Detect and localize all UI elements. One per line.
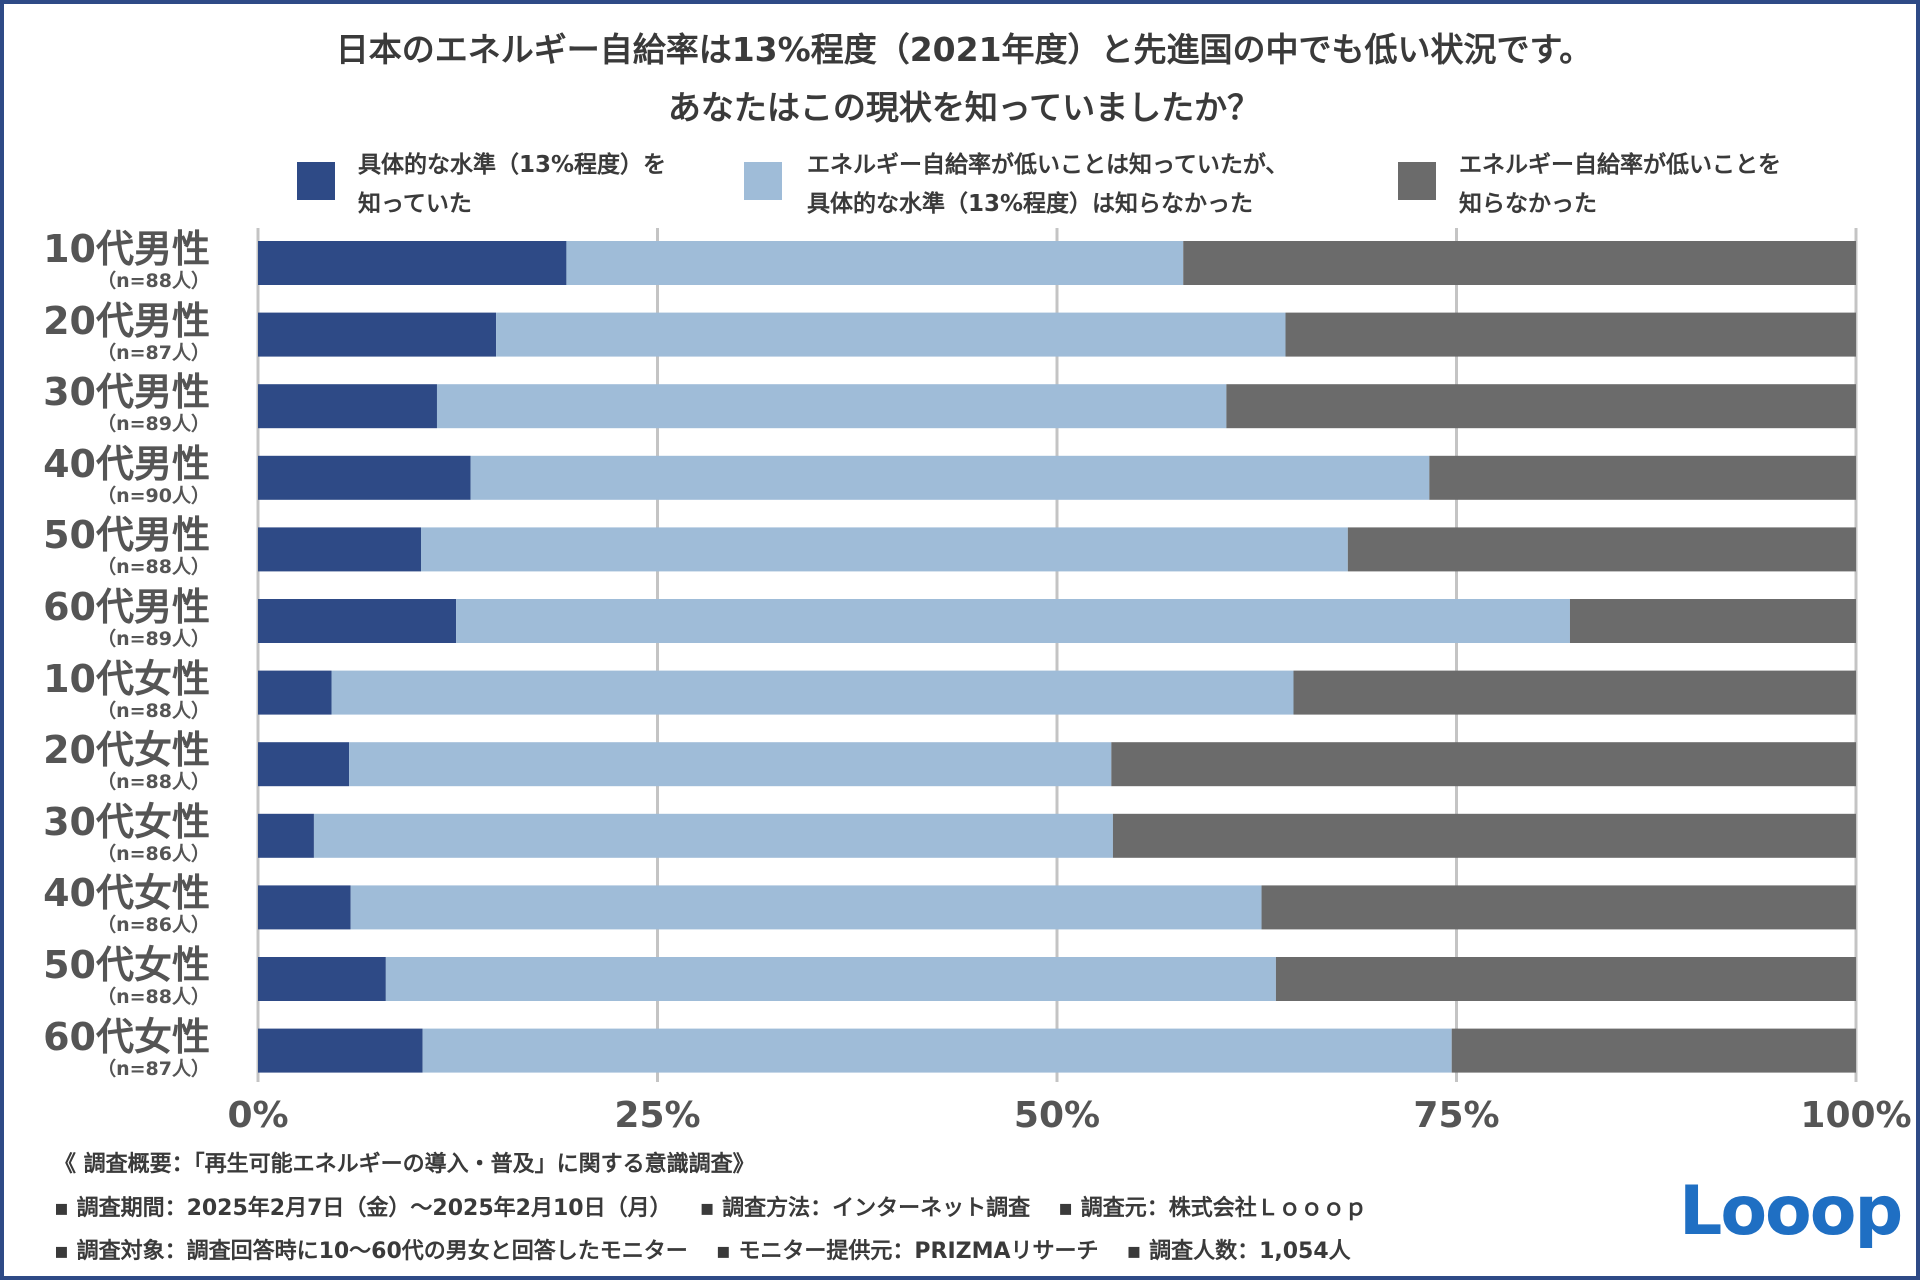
bar-segment xyxy=(258,455,471,500)
category-label: 60代女性 xyxy=(43,1014,210,1059)
bar-segment xyxy=(385,957,1276,1001)
legend-label-line1: エネルギー自給率が低いことを xyxy=(1459,152,1781,178)
legend-label-line2: 具体的な水準（13%程度）は知らなかった xyxy=(807,191,1254,217)
bar-segment xyxy=(1569,599,1856,643)
bar-segment xyxy=(331,670,1294,715)
sample-size-label: （n=90人） xyxy=(97,484,210,507)
bar-segment xyxy=(436,384,1227,429)
x-tick-label: 50% xyxy=(1013,1095,1101,1136)
bar-segment xyxy=(258,742,350,787)
x-tick-label: 25% xyxy=(614,1095,701,1136)
category-label: 30代女性 xyxy=(43,799,210,844)
chart-title-line2: あなたはこの現状を知っていましたか？ xyxy=(667,88,1261,127)
survey-count: ▪ 調査人数：1,054人 xyxy=(1126,1239,1351,1264)
category-label: 50代女性 xyxy=(43,943,210,987)
bar-segment xyxy=(456,599,1570,643)
bar-segment xyxy=(420,527,1348,572)
survey-provider: ▪ モニター提供元：PRIZMAリサーチ xyxy=(715,1239,1099,1264)
sample-size-label: （n=88人） xyxy=(97,699,210,722)
bar-segment xyxy=(258,813,314,858)
bar-segment xyxy=(496,312,1286,357)
legend-swatch-not-known xyxy=(1398,162,1436,200)
sample-size-label: （n=86人） xyxy=(97,914,210,937)
survey-info-line2: ▪ 調査対象：調査回答時に10〜60代の男女と回答したモニター ▪ モニター提供元… xyxy=(54,1237,1351,1267)
x-tick-label: 100% xyxy=(1800,1095,1912,1136)
bar-segment xyxy=(258,1028,423,1073)
bar-segment xyxy=(1261,885,1856,930)
bar-segment xyxy=(258,957,386,1001)
category-label: 20代女性 xyxy=(43,728,210,773)
bar-segment xyxy=(258,312,497,357)
bar-segment xyxy=(1347,527,1856,572)
category-label: 10代女性 xyxy=(43,656,210,701)
sample-size-label: （n=88人） xyxy=(97,771,210,794)
category-label: 60代男性 xyxy=(43,585,210,629)
bar-segment xyxy=(1112,813,1856,858)
legend-label-line1: エネルギー自給率が低いことは知っていたが、 xyxy=(807,152,1289,178)
sample-size-label: （n=87人） xyxy=(97,1057,210,1080)
sample-size-label: （n=89人） xyxy=(97,628,210,650)
sample-size-label: （n=89人） xyxy=(97,413,210,436)
category-label: 40代男性 xyxy=(43,441,210,486)
survey-method: ▪ 調査方法：インターネット調査 xyxy=(699,1196,1031,1221)
x-tick-label: 75% xyxy=(1413,1095,1500,1136)
category-label: 30代男性 xyxy=(43,370,210,415)
legend-swatch-known-level xyxy=(297,162,335,200)
bar-segment xyxy=(258,384,437,429)
bar-segment xyxy=(258,670,332,715)
bar-segment xyxy=(350,885,1262,930)
chart-title-line1: 日本のエネルギー自給率は13%程度（2021年度）と先進国の中でも低い状況です。 xyxy=(335,30,1593,69)
survey-info-line1: ▪ 調査期間：2025年2月7日（金）〜2025年2月10日（月） ▪ 調査方法：… xyxy=(54,1194,1367,1224)
bar-segment xyxy=(1183,241,1856,285)
bar-segment xyxy=(258,241,567,285)
sample-size-label: （n=87人） xyxy=(97,341,210,364)
category-label: 20代男性 xyxy=(43,298,210,343)
bar-segment xyxy=(258,527,421,572)
legend-swatch-known-low-only xyxy=(744,162,782,200)
category-label: 50代男性 xyxy=(43,513,210,558)
bar-segment xyxy=(1285,312,1856,357)
bar-segment xyxy=(566,241,1184,285)
sample-size-label: （n=88人） xyxy=(97,270,210,292)
bar-segment xyxy=(1275,957,1856,1001)
legend-label-line2: 知っていた xyxy=(358,191,472,217)
category-label: 10代男性 xyxy=(43,227,210,271)
survey-period: ▪ 調査期間：2025年2月7日（金）〜2025年2月10日（月） xyxy=(54,1196,672,1221)
looop-logo: Looop xyxy=(1679,1172,1903,1251)
bar-segment xyxy=(1451,1028,1856,1073)
legend-label-line1: 具体的な水準（13%程度）を xyxy=(358,152,667,178)
survey-target: ▪ 調査対象：調査回答時に10〜60代の男女と回答したモニター xyxy=(54,1239,688,1264)
bar-segment xyxy=(1226,384,1856,429)
bar-segment xyxy=(258,599,457,643)
bar-segment xyxy=(258,885,351,930)
bar-segment xyxy=(422,1028,1452,1073)
bar-segment xyxy=(1429,455,1856,500)
bar-segment xyxy=(349,742,1112,787)
sample-size-label: （n=88人） xyxy=(97,986,210,1008)
bar-segment xyxy=(470,455,1430,500)
sample-size-label: （n=86人） xyxy=(97,842,210,865)
survey-overview-title: 《 調査概要：「再生可能エネルギーの導入・普及」に関する意識調査》 xyxy=(54,1152,755,1177)
stacked-bar-chart xyxy=(256,228,1858,1082)
bar-segment xyxy=(313,813,1113,858)
sample-size-label: （n=88人） xyxy=(97,556,210,579)
survey-source: ▪ 調査元：株式会社Ｌｏｏｏｐ xyxy=(1058,1196,1367,1221)
bar-segment xyxy=(1111,742,1856,787)
x-tick-label: 0% xyxy=(227,1095,289,1136)
bar-segment xyxy=(1293,670,1856,715)
legend-label-line2: 知らなかった xyxy=(1459,191,1597,217)
category-label: 40代女性 xyxy=(43,871,210,916)
